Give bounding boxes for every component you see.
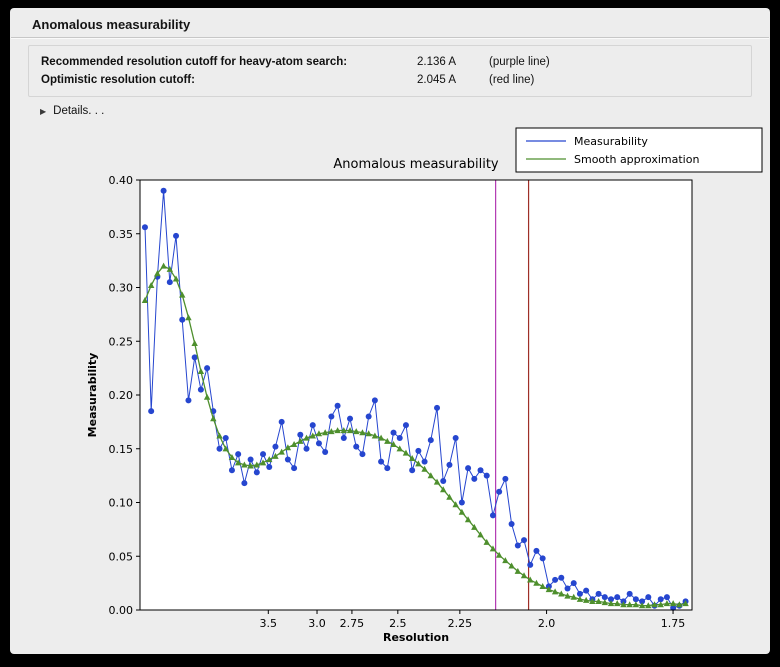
svg-text:2.75: 2.75 <box>340 617 365 630</box>
disclosure-triangle-icon: ▶ <box>40 106 47 116</box>
optimistic-cutoff-value: 2.045 A <box>417 74 457 86</box>
svg-text:0.05: 0.05 <box>109 550 134 563</box>
details-label: Details. . . <box>53 105 105 117</box>
legend-label-smooth: Smooth approximation <box>574 153 699 166</box>
chart-figure: 0.00 0.05 0.10 0.15 0.20 0.25 0.30 0.35 0.40 3.5 3… <box>80 120 780 648</box>
cutoff-info-box: Recommended resolution cutoff for heavy-… <box>28 45 752 97</box>
svg-text:0.00: 0.00 <box>109 604 134 617</box>
header-divider <box>11 37 769 39</box>
measurability-chart: 0.000.050.100.150.200.250.300.350.403.5 3… <box>86 127 763 644</box>
details-toggle[interactable]: ▶ Details. . . <box>40 104 150 118</box>
svg-text:0.40: 0.40 <box>109 174 134 187</box>
y-axis-ticks: 0.00 0.05 0.10 0.15 0.20 0.25 0.30 0.35 0.40 <box>109 174 140 617</box>
svg-text:0.15: 0.15 <box>109 443 134 456</box>
svg-text:1.75: 1.75 <box>661 617 686 630</box>
chart-title: Anomalous measurability <box>333 157 499 172</box>
svg-text:2.5: 2.5 <box>389 617 407 630</box>
svg-text:2.25: 2.25 <box>448 617 473 630</box>
recommended-cutoff-value: 2.136 A <box>417 56 457 68</box>
recommended-cutoff-note: (purple line) <box>489 56 550 68</box>
cutoff-vlines <box>495 180 530 610</box>
svg-text:3.5: 3.5 <box>260 617 278 630</box>
panel-title: Anomalous measurability <box>32 17 191 32</box>
recommended-cutoff-label: Recommended resolution cutoff for heavy-… <box>41 56 348 68</box>
svg-text:0.35: 0.35 <box>109 228 134 241</box>
y-axis-label: Measurability <box>86 353 99 438</box>
svg-text:0.30: 0.30 <box>109 282 134 295</box>
svg-text:2.0: 2.0 <box>538 617 556 630</box>
legend-label-measurability: Measurability <box>574 135 648 148</box>
svg-text:3.0: 3.0 <box>308 617 326 630</box>
svg-text:0.10: 0.10 <box>109 497 134 510</box>
svg-text:0.25: 0.25 <box>109 335 134 348</box>
plot-area <box>140 180 692 610</box>
optimistic-cutoff-label: Optimistic resolution cutoff: <box>41 74 195 86</box>
x-axis-label: Resolution <box>383 631 449 644</box>
optimistic-cutoff-row: Optimistic resolution cutoff: 2.045 A (r… <box>41 71 739 89</box>
svg-text:0.20: 0.20 <box>109 389 134 402</box>
recommended-cutoff-row: Recommended resolution cutoff for heavy-… <box>41 53 739 71</box>
series-smooth-approximation <box>141 262 689 609</box>
chart-legend: Measurability Smooth approximation <box>515 127 763 173</box>
x-axis-ticks: 3.5 3.0 2.75 2.5 2.25 2.0 1.75 <box>260 610 686 630</box>
optimistic-cutoff-note: (red line) <box>489 74 535 86</box>
anomalous-measurability-panel: Anomalous measurability Recommended reso… <box>10 8 770 654</box>
